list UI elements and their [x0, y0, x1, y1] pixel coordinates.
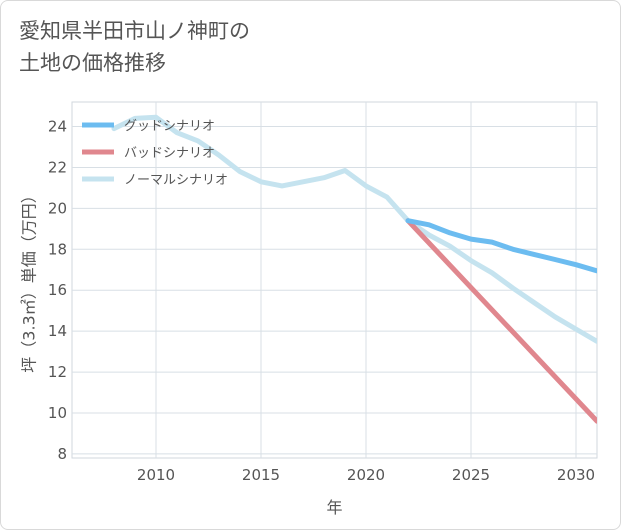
chart-title-line-2: 土地の価格推移 [19, 51, 166, 75]
y-axis-label: 坪（3.3㎡）単価（万円） [20, 187, 39, 372]
y-tick-labels: 8 10 12 14 16 18 20 22 24 [48, 118, 67, 463]
y-tick-label: 12 [48, 363, 67, 381]
y-tick-label: 18 [48, 240, 67, 258]
plot-frame [71, 101, 598, 459]
legend-label-0: グッドシナリオ [124, 119, 215, 134]
y-tick-label: 22 [48, 158, 67, 176]
y-tick-label: 10 [48, 404, 67, 422]
y-tick-label: 20 [48, 199, 67, 217]
legend-label-2: ノーマルシナリオ [124, 173, 228, 188]
x-tick-label: 2030 [557, 466, 595, 484]
x-axis-label: 年 [326, 498, 342, 517]
series-line-1 [405, 218, 597, 424]
series-lines [111, 114, 597, 424]
y-tick-label: 16 [48, 281, 67, 299]
y-tick-label: 8 [57, 445, 67, 463]
x-tick-labels: 2010 2015 2020 2025 2030 [137, 466, 595, 484]
series-line-2 [111, 114, 597, 344]
legend-label-1: バッドシナリオ [124, 146, 215, 161]
series-line-0 [405, 218, 597, 274]
chart-title-line-1: 愛知県半田市山ノ神町の [19, 19, 250, 43]
y-tick-label: 14 [48, 322, 67, 340]
x-tick-label: 2020 [347, 466, 385, 484]
x-tick-label: 2025 [452, 466, 490, 484]
x-tick-label: 2010 [137, 466, 175, 484]
y-tick-label: 24 [48, 118, 67, 136]
chart-title: 愛知県半田市山ノ神町の 土地の価格推移 [19, 15, 250, 79]
x-tick-label: 2015 [242, 466, 280, 484]
